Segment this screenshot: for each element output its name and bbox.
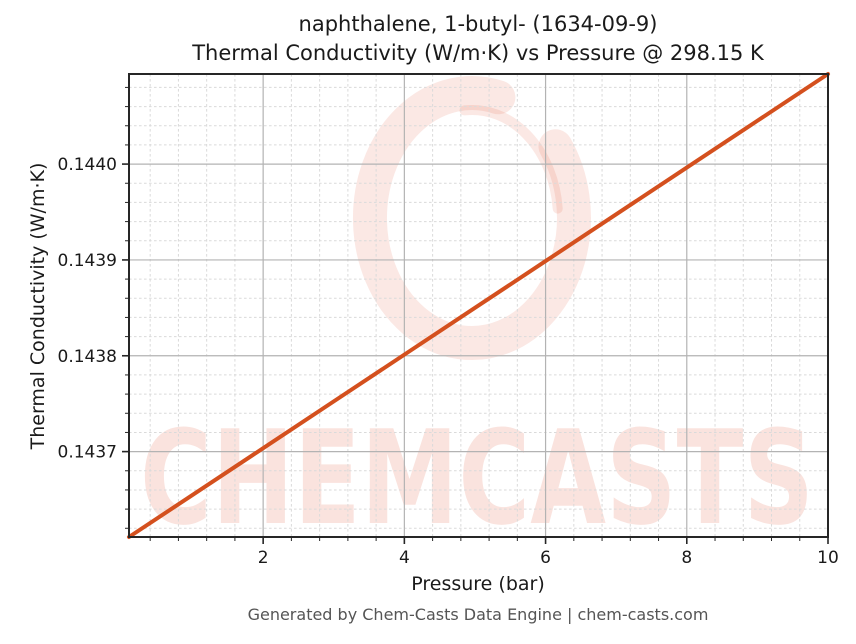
footer-attribution: Generated by Chem-Casts Data Engine | ch… <box>247 605 709 624</box>
y-tick-label: 0.1439 <box>58 251 117 271</box>
axis-tick-labels: 2 4 6 8 10 0.1437 0.1438 0.1439 0.1440 <box>58 155 839 568</box>
x-tick-label: 6 <box>540 548 551 568</box>
x-axis-label: Pressure (bar) <box>411 573 545 595</box>
y-tick-label: 0.1437 <box>58 443 117 463</box>
watermark-layer: CHEMCASTS <box>140 76 814 554</box>
y-tick-label: 0.1438 <box>58 347 117 367</box>
plot-border-spines <box>128 73 829 538</box>
chart-title-line2: Thermal Conductivity (W/m·K) vs Pressure… <box>192 41 764 65</box>
y-tick-label: 0.1440 <box>58 155 117 175</box>
x-tick-label: 4 <box>399 548 410 568</box>
chemcasts-watermark-text: CHEMCASTS <box>140 402 814 554</box>
data-series-line <box>127 72 830 539</box>
chart-title-line1: naphthalene, 1-butyl- (1634-09-9) <box>298 12 658 36</box>
x-tick-label: 8 <box>681 548 692 568</box>
minor-gridlines <box>129 74 828 537</box>
thermal-conductivity-line <box>127 72 830 539</box>
chart-title: naphthalene, 1-butyl- (1634-09-9) Therma… <box>100 10 856 68</box>
brush-circle-inner-stroke-icon <box>459 104 563 214</box>
major-gridlines <box>129 74 829 537</box>
brush-circle-watermark-icon <box>353 76 591 360</box>
x-tick-label: 10 <box>817 548 839 568</box>
x-tick-label: 2 <box>258 548 269 568</box>
y-axis-label: Thermal Conductivity (W/m·K) <box>27 162 49 450</box>
